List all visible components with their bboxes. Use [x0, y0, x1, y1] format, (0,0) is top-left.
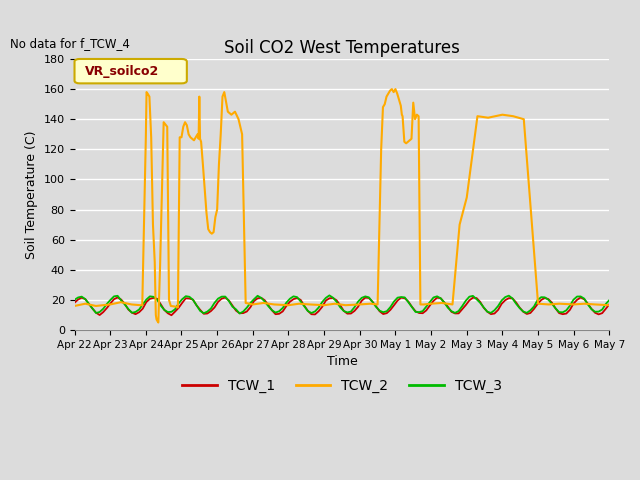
TCW_3: [326, 292, 333, 298]
TCW_3: [236, 311, 243, 316]
FancyBboxPatch shape: [74, 59, 187, 84]
Line: TCW_3: TCW_3: [74, 295, 609, 313]
TCW_1: [605, 301, 613, 307]
TCW_2: [605, 302, 613, 308]
TCW_3: [520, 309, 527, 314]
X-axis label: Time: Time: [326, 355, 357, 368]
TCW_3: [358, 295, 365, 300]
TCW_1: [253, 295, 261, 301]
TCW_2: [408, 136, 415, 142]
Text: VR_soilco2: VR_soilco2: [85, 65, 159, 78]
TCW_1: [358, 298, 365, 304]
Title: Soil CO2 West Temperatures: Soil CO2 West Temperatures: [224, 39, 460, 58]
Legend: TCW_1, TCW_2, TCW_3: TCW_1, TCW_2, TCW_3: [176, 374, 508, 399]
TCW_1: [114, 295, 122, 300]
Y-axis label: Soil Temperature (C): Soil Temperature (C): [25, 130, 38, 259]
TCW_2: [199, 161, 207, 167]
TCW_2: [388, 86, 396, 92]
TCW_3: [447, 308, 455, 314]
TCW_1: [168, 312, 175, 318]
TCW_3: [380, 309, 387, 315]
TCW_2: [580, 301, 588, 307]
Line: TCW_2: TCW_2: [74, 89, 609, 323]
TCW_3: [250, 296, 258, 302]
TCW_2: [70, 303, 78, 309]
TCW_1: [70, 300, 78, 306]
Line: TCW_1: TCW_1: [74, 298, 609, 315]
TCW_3: [286, 296, 294, 301]
TCW_1: [520, 309, 527, 314]
TCW_3: [605, 297, 613, 303]
TCW_1: [447, 309, 455, 315]
TCW_1: [290, 296, 298, 302]
TCW_2: [306, 301, 314, 307]
TCW_2: [398, 112, 406, 118]
TCW_1: [380, 311, 387, 317]
TCW_2: [154, 320, 162, 325]
TCW_2: [390, 89, 397, 95]
Text: No data for f_TCW_4: No data for f_TCW_4: [10, 37, 130, 50]
TCW_3: [70, 297, 78, 303]
